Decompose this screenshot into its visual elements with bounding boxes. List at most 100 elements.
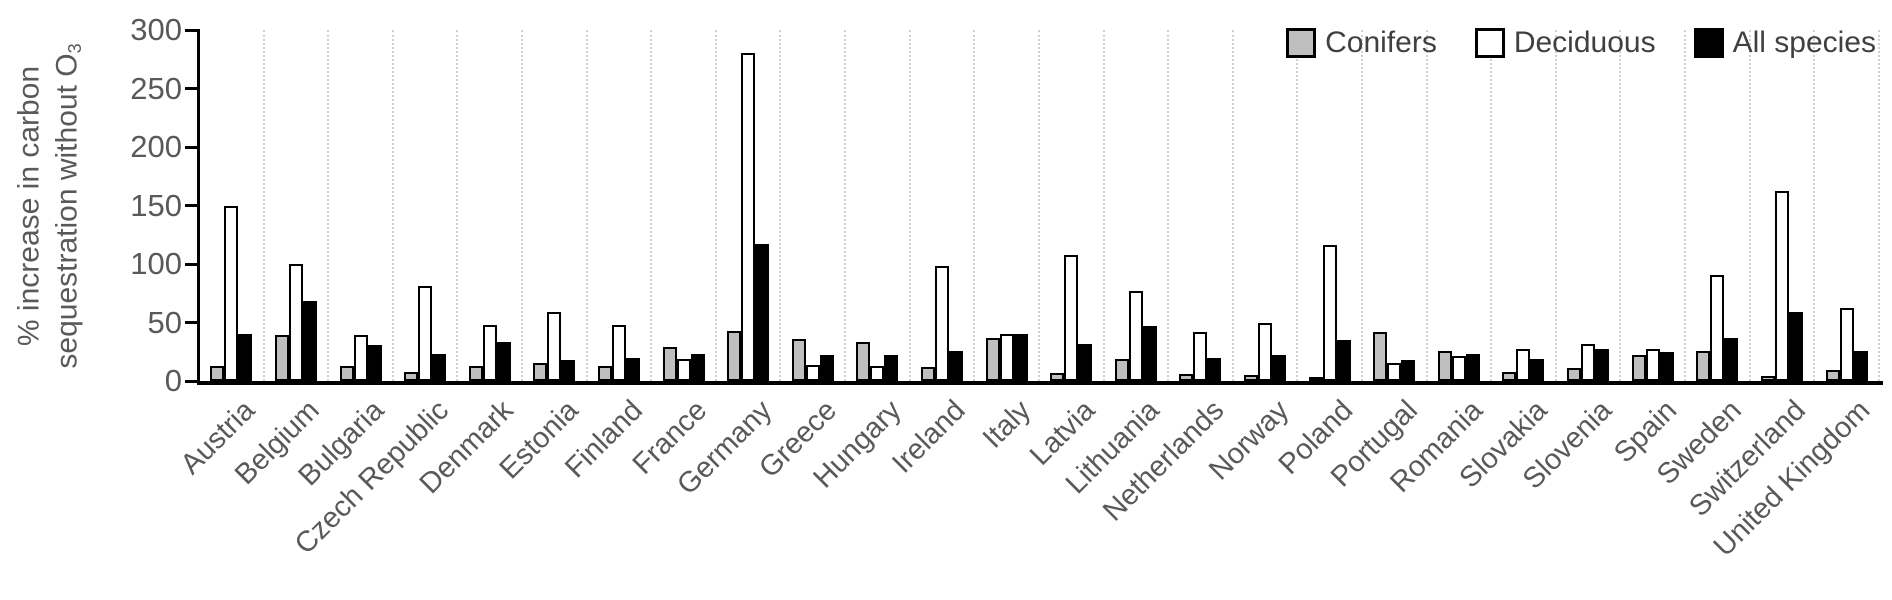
x-tick-label-romania: Romania [1384,394,1489,499]
bar-conifers-hungary [856,342,871,381]
bar-all-species-italy [1013,334,1028,381]
bar-deciduous-romania [1451,356,1466,381]
bar-conifers-slovenia [1567,368,1582,381]
x-tick-label-latvia: Latvia [1023,394,1102,472]
bar-conifers-norway [1244,375,1259,381]
x-tick-label-bulgaria: Bulgaria [292,394,391,493]
bar-conifers-estonia [533,363,548,381]
bar-deciduous-czech-republic [418,286,433,381]
category-cell-denmark [458,30,524,381]
x-tick-label-france: France [627,394,714,481]
bar-conifers-lithuania [1114,358,1129,381]
bar-deciduous-ireland [935,266,949,381]
x-tick-label-italy: Italy [976,394,1037,455]
bar-all-species-bulgaria [367,344,382,381]
bar-conifers-germany [727,330,742,381]
bar-deciduous-france [676,358,691,381]
x-tick-label-norway: Norway [1202,394,1296,487]
bars-group-romania [1437,350,1480,381]
legend-label-conifers: Conifers [1325,26,1437,59]
bar-all-species-united-kingdom [1853,350,1868,381]
category-cell-bulgaria [329,30,394,381]
category-cell-portugal [1363,30,1428,381]
bars-group-spain [1631,349,1674,381]
category-cell-switzerland [1751,30,1816,381]
bars-group-greece [791,338,834,381]
bar-deciduous-hungary [870,365,885,381]
x-axis-line [197,381,1883,385]
bar-all-species-ireland [949,350,963,381]
bars-group-czech-republic [404,286,447,381]
bar-all-species-spain [1659,351,1674,381]
bar-conifers-czech-republic [404,371,419,381]
x-tick-label-austria: Austria [174,394,262,481]
bar-deciduous-germany [741,53,756,381]
x-tick-label-denmark: Denmark [413,394,520,501]
category-cell-belgium [265,30,330,381]
x-tick-label-greece: Greece [752,394,843,485]
bar-all-species-austria [238,334,253,381]
bar-conifers-bulgaria [339,365,354,381]
bar-deciduous-austria [224,205,239,381]
category-cell-sweden [1686,30,1751,381]
y-tick-label-300: 300 [130,12,182,47]
x-tick-label-slovakia: Slovakia [1453,394,1554,495]
bar-conifers-france [662,347,677,381]
bars-group-germany [727,53,770,381]
category-cell-romania [1428,30,1493,381]
bar-conifers-romania [1437,350,1452,381]
category-cell-netherlands [1169,30,1234,381]
legend-item-deciduous: Deciduous [1474,26,1656,59]
bar-deciduous-bulgaria [353,335,368,381]
legend-item-all-species: All species [1693,27,1876,59]
x-tick-label-estonia: Estonia [493,394,585,486]
bar-conifers-switzerland [1760,376,1775,381]
bar-deciduous-netherlands [1193,331,1208,381]
bars-group-switzerland [1760,191,1803,381]
x-tick-label-ireland: Ireland [886,394,972,480]
bar-all-species-romania [1465,354,1480,381]
x-tick-label-netherlands: Netherlands [1097,394,1231,528]
x-tick-label-hungary: Hungary [807,394,908,495]
plot-area [200,30,1880,381]
bar-conifers-denmark [468,365,483,381]
y-tick-label-150: 150 [130,187,182,223]
bar-conifers-spain [1631,355,1646,381]
category-cell-slovenia [1557,30,1622,381]
legend-label-deciduous: Deciduous [1513,26,1656,59]
bar-all-species-norway [1272,355,1287,381]
bar-conifers-slovakia [1502,371,1517,381]
bar-all-species-czech-republic [432,354,447,381]
y-tick-mark-250 [185,87,198,90]
x-tick-label-united-kingdom: United Kingdom [1708,394,1877,563]
y-tick-mark-0 [185,379,198,383]
bar-all-species-netherlands [1207,357,1222,381]
bar-all-species-belgium [302,301,317,381]
category-cell-latvia [1040,30,1105,381]
x-tick-label-switzerland: Switzerland [1683,394,1812,523]
bar-deciduous-greece [805,364,820,381]
bar-conifers-finland [597,365,612,381]
y-tick-label-250: 250 [130,70,182,106]
legend: Conifers Deciduous All species [1286,27,1876,59]
bar-deciduous-denmark [482,324,497,381]
y-axis-line [197,29,200,384]
category-cell-norway [1234,30,1299,381]
x-tick-label-lithuania: Lithuania [1059,394,1166,501]
bars-group-austria [210,205,253,381]
category-cell-greece [781,30,847,381]
bar-conifers-belgium [274,335,289,381]
x-tick-label-portugal: Portugal [1325,394,1425,494]
bar-all-species-portugal [1401,359,1416,381]
bar-deciduous-spain [1645,349,1660,381]
y-tick-mark-300 [185,28,198,32]
bar-all-species-greece [819,355,834,381]
bar-conifers-poland [1308,377,1323,381]
bar-all-species-estonia [561,359,576,381]
category-cell-poland [1298,30,1363,381]
bar-deciduous-italy [999,334,1014,381]
bars-group-bulgaria [339,335,382,381]
bar-deciduous-lithuania [1128,290,1143,381]
x-tick-label-germany: Germany [671,394,779,502]
